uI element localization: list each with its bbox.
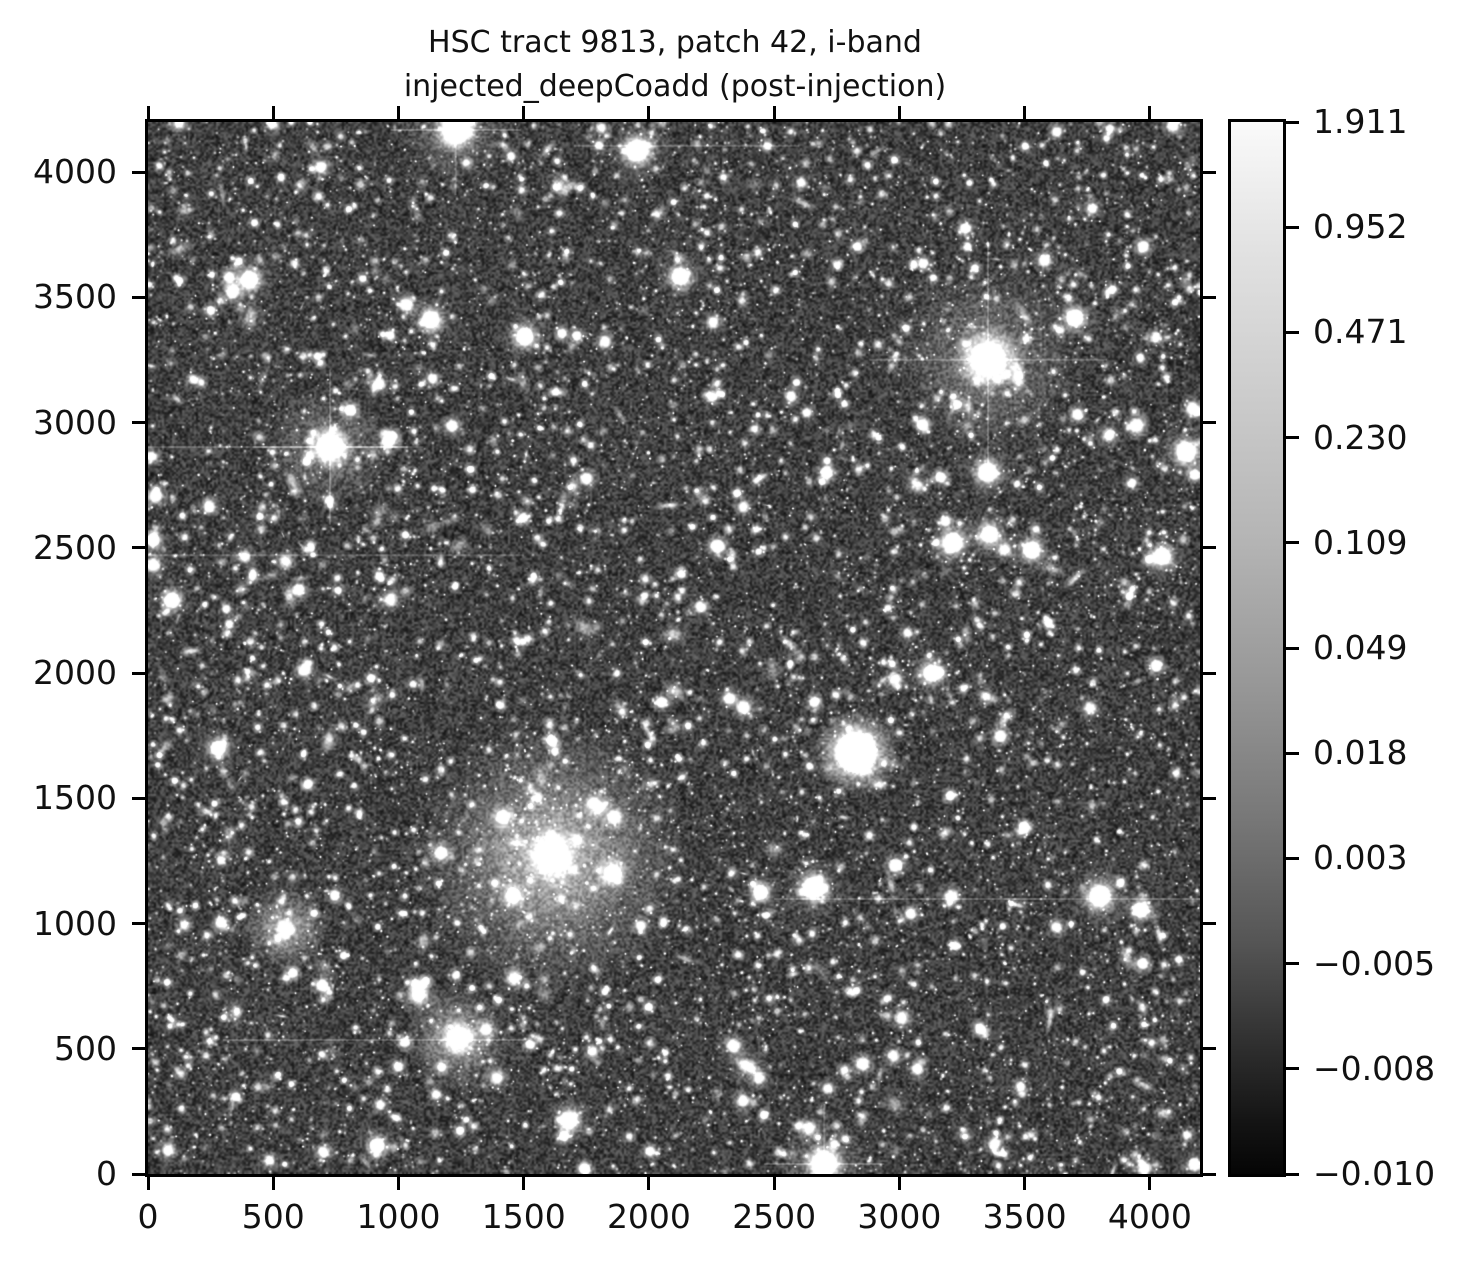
x-major-tick <box>647 1177 651 1190</box>
y-tick-label: 2500 <box>33 527 117 567</box>
colorbar-tick <box>1286 856 1299 860</box>
colorbar-tick <box>1286 120 1299 124</box>
y-major-tick <box>132 1047 145 1051</box>
x-tick-label: 3500 <box>982 1197 1067 1236</box>
colorbar-tick <box>1286 646 1299 650</box>
colorbar-tick <box>1286 436 1299 440</box>
y-major-tick <box>132 546 145 550</box>
colorbar-tick <box>1286 225 1299 229</box>
colorbar-tick <box>1286 962 1299 966</box>
colorbar-tick <box>1286 1067 1299 1071</box>
colorbar-tick <box>1286 751 1299 755</box>
x-major-tick-top <box>897 106 901 119</box>
colorbar-tick <box>1286 541 1299 545</box>
colorbar-tick-label: 0.109 <box>1313 522 1408 562</box>
x-tick-label: 4000 <box>1107 1197 1192 1236</box>
colorbar-tick-label: −0.005 <box>1313 943 1436 983</box>
x-major-tick-top <box>647 106 651 119</box>
x-major-tick-top <box>1148 106 1152 119</box>
y-tick-label: 4000 <box>33 152 117 192</box>
y-major-tick-right <box>1203 295 1216 299</box>
y-major-tick-right <box>1203 671 1216 675</box>
y-major-tick-right <box>1203 796 1216 800</box>
y-major-tick-right <box>1203 1047 1216 1051</box>
y-major-tick <box>132 421 145 425</box>
x-major-tick <box>1148 1177 1152 1190</box>
x-major-tick <box>522 1177 526 1190</box>
colorbar-gradient <box>1231 122 1283 1174</box>
x-major-tick <box>772 1177 776 1190</box>
colorbar-tick-label: 0.003 <box>1313 838 1408 878</box>
y-major-tick <box>132 170 145 174</box>
colorbar-tick-label: 0.049 <box>1313 628 1408 667</box>
colorbar-tick <box>1286 330 1299 334</box>
y-major-tick <box>132 922 145 926</box>
y-tick-label: 1000 <box>33 903 117 943</box>
colorbar <box>1228 119 1286 1177</box>
plot-title-line1: HSC tract 9813, patch 42, i-band <box>428 25 922 60</box>
y-major-tick-right <box>1203 1172 1216 1176</box>
y-major-tick <box>132 295 145 299</box>
y-major-tick-right <box>1203 421 1216 425</box>
x-major-tick <box>1023 1177 1027 1190</box>
y-major-tick-right <box>1203 922 1216 926</box>
x-major-tick-top <box>522 106 526 119</box>
colorbar-tick-label: 0.230 <box>1313 417 1408 457</box>
x-tick-label: 1000 <box>356 1197 441 1236</box>
colorbar-tick-label: 0.952 <box>1313 207 1408 247</box>
y-major-tick-right <box>1203 546 1216 550</box>
x-major-tick <box>271 1177 275 1190</box>
image-axes <box>145 119 1203 1177</box>
starfield-image <box>148 122 1200 1174</box>
x-major-tick-top <box>772 106 776 119</box>
colorbar-tick-label: 0.018 <box>1313 733 1408 773</box>
x-tick-label: 1500 <box>481 1197 566 1236</box>
x-major-tick <box>146 1177 150 1190</box>
y-major-tick <box>132 671 145 675</box>
y-major-tick-right <box>1203 170 1216 174</box>
y-tick-label: 3500 <box>33 277 117 317</box>
x-tick-label: 2500 <box>732 1197 817 1236</box>
colorbar-tick-label: 1.911 <box>1313 102 1408 141</box>
colorbar-tick-label: 0.471 <box>1313 312 1408 352</box>
colorbar-tick <box>1286 1172 1299 1176</box>
x-major-tick <box>396 1177 400 1190</box>
y-major-tick <box>132 1172 145 1176</box>
y-tick-label: 1500 <box>33 778 117 818</box>
x-tick-label: 0 <box>137 1197 159 1236</box>
x-major-tick-top <box>271 106 275 119</box>
plot-title: HSC tract 9813, patch 42, i-band injecte… <box>146 21 1204 109</box>
colorbar-tick-label: −0.010 <box>1313 1154 1436 1193</box>
x-major-tick <box>897 1177 901 1190</box>
x-major-tick-top <box>396 106 400 119</box>
y-major-tick <box>132 796 145 800</box>
y-tick-label: 500 <box>54 1028 117 1068</box>
y-tick-label: 2000 <box>33 653 117 693</box>
x-major-tick-top <box>146 106 150 119</box>
x-major-tick-top <box>1023 106 1027 119</box>
plot-title-line2: injected_deepCoadd (post-injection) <box>403 69 947 104</box>
colorbar-tick-label: −0.008 <box>1313 1048 1436 1088</box>
x-tick-label: 3000 <box>857 1197 942 1236</box>
y-tick-label: 3000 <box>33 402 117 442</box>
y-tick-label: 0 <box>96 1154 117 1193</box>
x-tick-label: 2000 <box>606 1197 691 1236</box>
x-tick-label: 500 <box>241 1197 305 1236</box>
